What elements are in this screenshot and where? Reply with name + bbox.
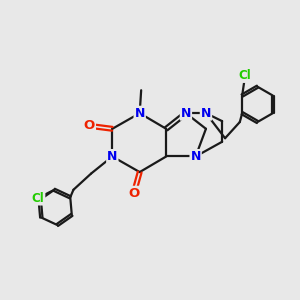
Text: Cl: Cl bbox=[32, 192, 44, 205]
Text: N: N bbox=[190, 150, 201, 163]
Text: N: N bbox=[134, 107, 145, 120]
Text: O: O bbox=[84, 119, 95, 132]
Text: Cl: Cl bbox=[239, 69, 251, 82]
Text: N: N bbox=[107, 150, 118, 163]
Text: N: N bbox=[201, 107, 211, 120]
Text: N: N bbox=[181, 107, 191, 120]
Text: O: O bbox=[128, 187, 140, 200]
